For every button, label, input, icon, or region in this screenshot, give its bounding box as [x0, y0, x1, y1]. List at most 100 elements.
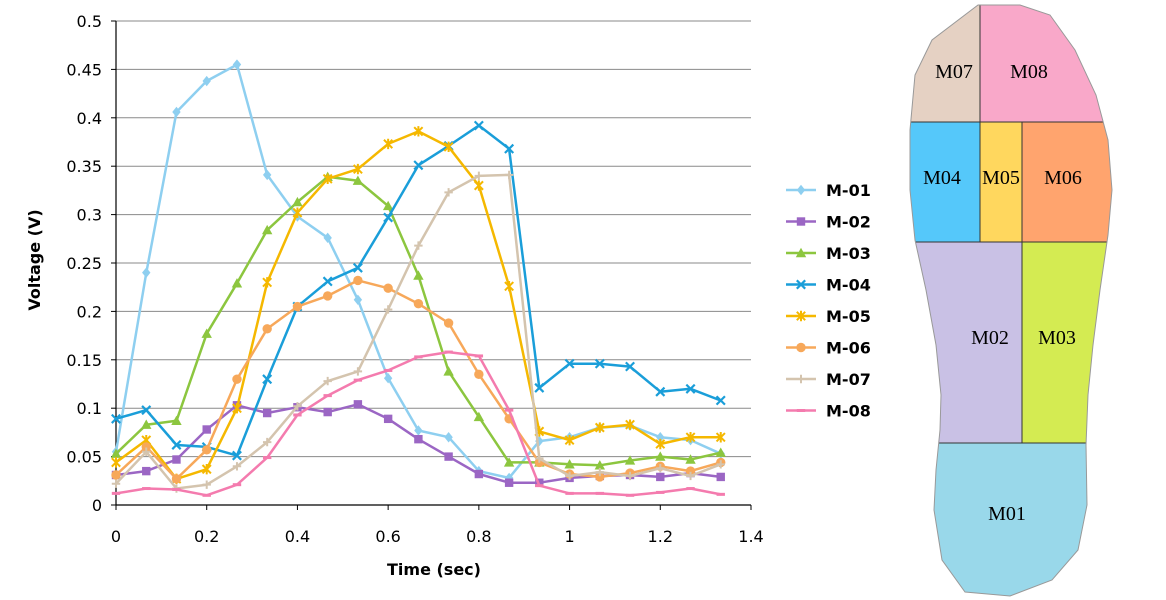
foot-outline [909, 4, 1113, 597]
zone-label-m02: M02 [971, 327, 1009, 349]
data-point [293, 402, 302, 411]
data-point [323, 376, 332, 386]
zone-label-m05: M05 [982, 167, 1020, 189]
data-point [383, 138, 394, 150]
data-point [142, 466, 151, 476]
foot-sensor-map: M07 M08 M04 M05 M06 M02 M03 M01 [909, 4, 1113, 597]
data-point [353, 367, 363, 376]
data-point [353, 378, 363, 382]
legend-label: M-06 [826, 339, 871, 358]
data-point [141, 419, 152, 429]
data-point [564, 434, 575, 446]
data-point [444, 432, 453, 443]
data-point [202, 480, 211, 489]
zone-label-m08: M08 [1010, 61, 1048, 83]
legend-label: M-07 [826, 370, 871, 389]
data-point [624, 455, 636, 465]
data-point [171, 440, 182, 450]
y-tick-label: 0.3 [77, 206, 102, 225]
data-point [565, 491, 574, 495]
series-m-03 [110, 171, 726, 470]
data-point [686, 471, 695, 481]
data-point [232, 462, 242, 471]
data-point [202, 445, 212, 455]
data-point [414, 241, 423, 250]
data-point [443, 141, 454, 153]
zone-m01 [910, 443, 1112, 596]
legend-marker [796, 342, 806, 353]
legend-item: M-03 [786, 244, 871, 263]
data-point [474, 171, 484, 181]
legend-label: M-04 [826, 276, 871, 295]
legend-label: M-03 [826, 244, 871, 263]
zone-label-m07: M07 [935, 61, 973, 83]
data-point [535, 435, 544, 447]
data-point [716, 460, 725, 469]
data-point [142, 487, 151, 491]
data-point [353, 294, 363, 305]
data-point [262, 437, 272, 447]
data-point [655, 451, 666, 461]
x-tick-label: 1.4 [738, 527, 763, 546]
data-point [564, 459, 575, 469]
data-point [202, 425, 211, 434]
data-point [111, 413, 121, 424]
legend-marker [796, 374, 806, 384]
zone-label-m06: M06 [1044, 167, 1082, 189]
data-point [262, 277, 273, 288]
y-tick-label: 0.4 [77, 109, 102, 128]
data-point [535, 484, 544, 488]
zone-label-m04: M04 [923, 167, 961, 189]
x-tick-labels: 0 0.2 0.4 0.6 0.8 1 1.2 1.4 [111, 527, 764, 546]
data-point [111, 457, 121, 468]
series-line [115, 124, 722, 457]
series-lines [110, 59, 726, 497]
data-point [504, 170, 514, 180]
data-point [414, 425, 423, 436]
data-point [655, 386, 666, 397]
y-tick-label: 0.25 [66, 254, 102, 273]
data-point [383, 283, 393, 293]
data-point [111, 470, 121, 480]
series-m-05 [111, 126, 726, 485]
y-tick-label: 0 [92, 496, 102, 515]
data-point [504, 478, 514, 487]
data-point [595, 491, 605, 495]
data-point [352, 262, 363, 273]
data-point [202, 493, 211, 497]
data-point [382, 200, 394, 211]
series-m-04 [111, 120, 726, 461]
data-point [172, 455, 181, 464]
x-tick-label: 0.4 [285, 527, 310, 546]
zone-dividers [910, 5, 1112, 444]
data-point [534, 382, 545, 393]
data-point [292, 196, 303, 207]
data-point [685, 466, 696, 476]
data-point [686, 487, 695, 491]
x-tick-label: 0.6 [375, 527, 400, 546]
data-point [171, 415, 182, 425]
data-point [232, 59, 242, 70]
data-point [292, 301, 303, 312]
data-point [231, 450, 242, 461]
data-point [383, 212, 394, 223]
y-tick-label: 0.05 [66, 448, 102, 467]
data-point [353, 275, 363, 286]
legend-item: M-06 [786, 339, 871, 358]
data-point [201, 328, 212, 338]
data-point [352, 163, 363, 175]
data-point [232, 483, 242, 487]
legend-marker [796, 217, 806, 226]
axes [111, 20, 752, 510]
x-tick-label: 0.2 [194, 527, 219, 546]
data-point [172, 488, 181, 492]
legend-label: M-08 [826, 402, 871, 421]
data-point [504, 408, 514, 412]
y-tick-labels: 0 0.05 0.1 0.15 0.2 0.25 0.3 0.35 0.4 0.45 0.5 [66, 12, 102, 515]
data-point [685, 454, 696, 464]
legend-marker [796, 184, 806, 196]
data-point [444, 188, 453, 197]
data-point [322, 291, 333, 301]
y-tick-label: 0.5 [77, 12, 102, 31]
data-point [292, 207, 303, 218]
